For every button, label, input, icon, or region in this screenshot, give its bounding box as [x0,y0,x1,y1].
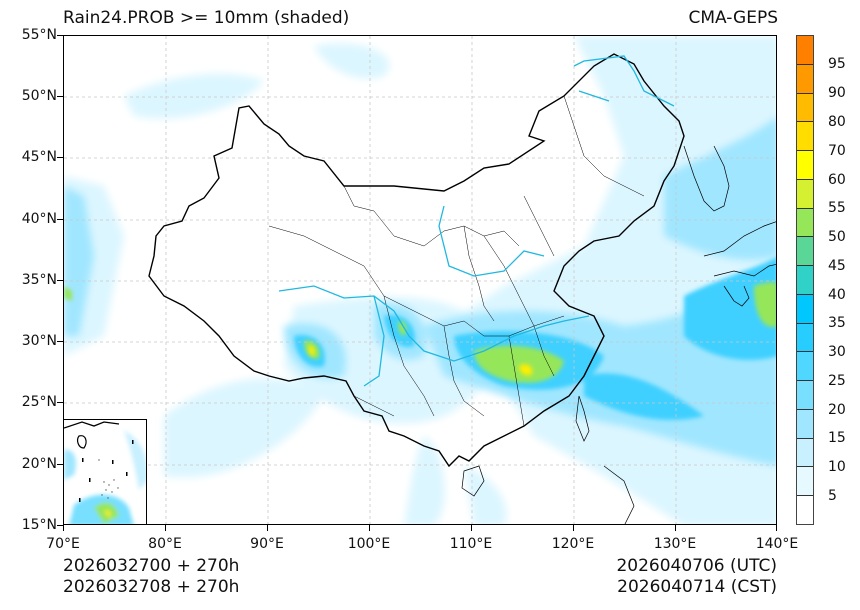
colorbar-cell [797,237,813,267]
colorbar-cell [797,122,813,152]
valid-time-block: 2026040706 (UTC) 2026040714 (CST) [616,556,777,598]
lon-tick-mark [471,525,472,531]
lon-tick-80: 80°E [148,536,182,552]
lat-tick-40: 40°N [21,211,57,227]
colorbar-cell [797,438,813,468]
colorbar-cell [797,208,813,238]
colorbar-label: 60 [828,172,846,188]
lat-tick-mark [57,157,63,158]
colorbar-cell [797,381,813,410]
colorbar-cell [797,352,813,382]
colorbar-cell [797,294,813,324]
colorbar-cell [797,323,813,353]
coastlines [461,145,776,524]
lon-tick-130: 130°E [653,536,697,552]
lat-tick-mark [57,219,63,220]
colorbar-label: 20 [828,402,846,418]
lat-tick-15: 15°N [21,517,57,533]
south-china-sea-inset [63,419,147,525]
colorbar-cell [797,467,813,497]
colorbar-cell [797,36,813,65]
lat-tick-35: 35°N [21,272,57,288]
lat-tick-mark [57,525,63,526]
colorbar-cell [797,179,813,209]
lon-tick-mark [776,525,777,531]
colorbar-cell [797,409,813,439]
lon-tick-70: 70°E [46,536,80,552]
colorbar-label: 45 [828,258,846,274]
lon-tick-mark [573,525,574,531]
colorbar-cell [797,64,813,94]
lon-tick-90: 90°E [250,536,284,552]
colorbar-cell [797,151,813,180]
colorbar-label: 50 [828,229,846,245]
colorbar-cell [797,496,813,525]
colorbar-label: 70 [828,143,846,159]
lon-tick-mark [63,525,64,531]
province-borders [268,95,645,427]
lat-tick-25: 25°N [21,394,57,410]
colorbar-label: 90 [828,85,846,101]
lat-tick-mark [57,35,63,36]
lat-tick-50: 50°N [21,88,57,104]
colorbar-label: 80 [828,114,846,130]
init-time-utc: 2026032700 + 270h [63,556,240,576]
model-name: CMA-GEPS [688,8,778,28]
lat-tick-mark [57,402,63,403]
shading-high [64,282,776,383]
lon-tick-mark [165,525,166,531]
init-time-cst: 2026032708 + 270h [63,577,240,597]
rivers [278,55,675,387]
lon-tick-100: 100°E [347,536,391,552]
valid-time-utc: 2026040706 (UTC) [616,556,777,576]
china-border [148,53,685,468]
map-canvas [64,36,776,524]
lat-tick-mark [57,341,63,342]
lat-tick-mark [57,96,63,97]
colorbar-label: 40 [828,287,846,303]
lat-tick-45: 45°N [21,149,57,165]
lon-tick-mark [267,525,268,531]
colorbar-label: 5 [828,488,837,504]
lat-tick-mark [57,280,63,281]
lon-tick-110: 110°E [449,536,493,552]
probability-map [63,35,777,525]
shading-strong [294,257,776,420]
shading-light [64,36,776,524]
lon-tick-120: 120°E [551,536,595,552]
colorbar [796,35,814,525]
lon-tick-140: 140°E [755,536,799,552]
shading-peak [308,345,533,376]
colorbar-label: 25 [828,373,846,389]
colorbar-label: 15 [828,430,846,446]
lon-tick-mark [369,525,370,531]
lat-tick-55: 55°N [21,27,57,43]
lat-tick-30: 30°N [21,333,57,349]
colorbar-label: 95 [828,56,846,72]
colorbar-cell [797,266,813,295]
lat-tick-20: 20°N [21,456,57,472]
colorbar-label: 10 [828,459,846,475]
colorbar-label: 35 [828,315,846,331]
colorbar-label: 30 [828,344,846,360]
lon-tick-mark [675,525,676,531]
gridlines [64,36,776,524]
inset-canvas [64,421,146,524]
colorbar-cell [797,93,813,123]
lat-tick-mark [57,464,63,465]
valid-time-cst: 2026040714 (CST) [617,577,777,597]
map-title: Rain24.PROB >= 10mm (shaded) [63,8,350,28]
colorbar-label: 55 [828,200,846,216]
init-time-block: 2026032700 + 270h 2026032708 + 270h [63,556,239,598]
